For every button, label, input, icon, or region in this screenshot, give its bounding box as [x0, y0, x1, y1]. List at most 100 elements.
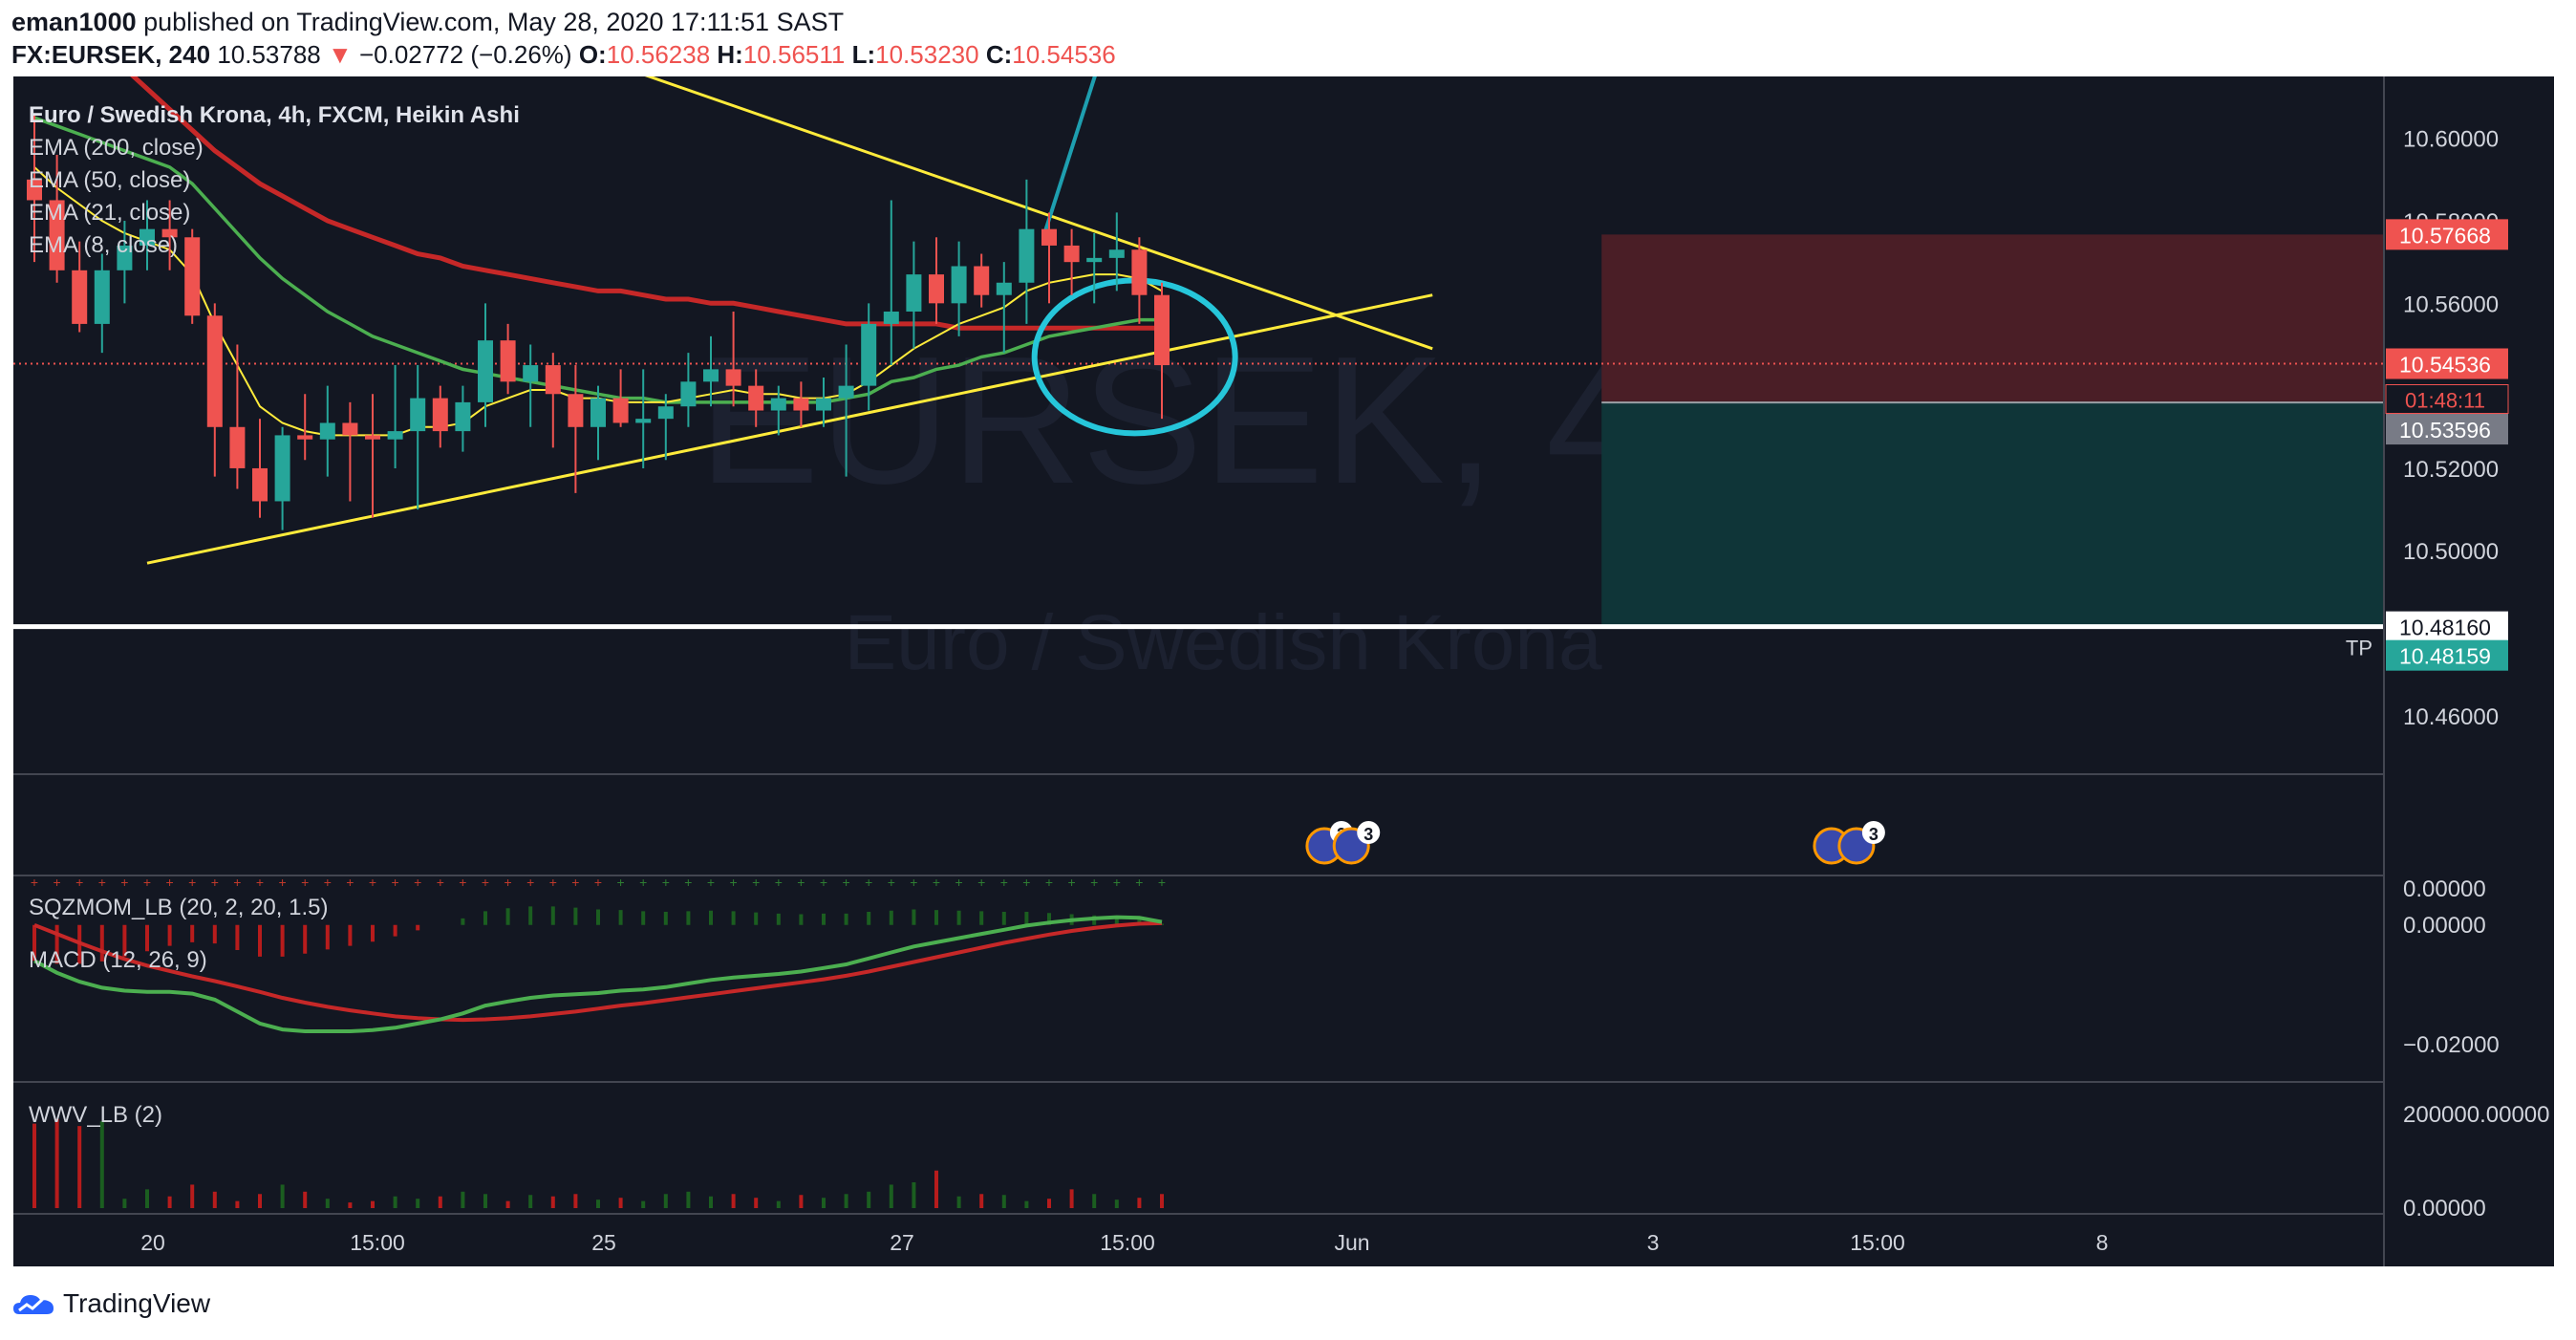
candle-body: [568, 394, 584, 427]
time-tick: 20: [140, 1230, 165, 1255]
candle-body: [229, 426, 246, 468]
sqz-dot: +: [437, 875, 444, 890]
close-label: C:: [985, 40, 1013, 69]
candles-group: [27, 113, 1170, 530]
candle-body: [951, 266, 967, 304]
sqz-dot: +: [211, 875, 219, 890]
ema-200-line: [130, 76, 1162, 331]
macd-line: [33, 915, 1163, 1033]
macd-tick: 0.00000: [2403, 913, 2486, 939]
sqz-dot: +: [526, 875, 534, 890]
sqz-dot: +: [1135, 875, 1143, 890]
candle-body: [49, 200, 65, 270]
sqz-dot: +: [1000, 875, 1008, 890]
open-value: 10.56238: [606, 40, 711, 69]
candle-body: [161, 228, 178, 238]
candle-body: [1154, 294, 1170, 366]
indicator-label: EMA (21, close): [29, 200, 190, 226]
candle-body: [455, 401, 471, 432]
candle-body: [703, 369, 719, 382]
candle-body: [770, 398, 786, 411]
candle-body: [523, 365, 539, 382]
candle-body: [94, 270, 110, 324]
candle-body: [996, 282, 1012, 295]
macd-signal-line: [33, 920, 1163, 1023]
tradingview-logo[interactable]: TradingView: [11, 1288, 210, 1319]
candle-body: [929, 274, 944, 304]
sqz-dot: +: [301, 875, 309, 890]
price-tick: 10.50000: [2403, 539, 2499, 565]
candle-body: [184, 237, 201, 316]
candle-body: [387, 431, 403, 440]
publisher-name[interactable]: eman1000: [11, 8, 137, 36]
projection-line: [1042, 76, 1097, 234]
symbol-name: FX:EURSEK, 240: [11, 40, 211, 69]
bottom-border: [0, 1266, 2576, 1271]
sqz-dot: +: [662, 875, 670, 890]
candle-body: [72, 270, 88, 324]
sqz-dot: +: [843, 875, 850, 890]
tp-label: TP: [2346, 637, 2372, 660]
sqz-dot: +: [707, 875, 715, 890]
stop-loss-zone: [1601, 234, 2384, 403]
publish-header: eman1000 published on TradingView.com, M…: [0, 0, 2576, 76]
event-count: 3: [1869, 825, 1878, 844]
candle-body: [206, 315, 223, 427]
event-count: 3: [1363, 825, 1373, 844]
event-count-badge: [1357, 821, 1381, 844]
sqz-dot: +: [279, 875, 287, 890]
sqz-dot: +: [955, 875, 963, 890]
sqz-dot: +: [459, 875, 466, 890]
candle-body: [342, 422, 358, 436]
sqz-dot: +: [549, 875, 557, 890]
time-tick: 25: [591, 1230, 616, 1255]
candle-body: [861, 323, 877, 386]
candle-body: [432, 398, 448, 432]
sqz-dot: +: [166, 875, 174, 890]
sqz-dot: +: [1045, 875, 1053, 890]
time-tick: 27: [890, 1230, 914, 1255]
price-tick: 10.60000: [2403, 127, 2499, 153]
candle-body: [1086, 257, 1103, 263]
candle-body: [319, 422, 335, 440]
candle-body: [140, 228, 155, 246]
last-price: 10.53788: [217, 40, 321, 69]
sqz-dot: +: [414, 875, 421, 890]
sqz-dot: +: [1022, 875, 1030, 890]
sqz-dot: +: [233, 875, 241, 890]
tradingview-brand: TradingView: [63, 1288, 211, 1318]
candle-body: [27, 179, 42, 201]
wwv-tick: 0.00000: [2403, 1196, 2486, 1221]
candle-body: [410, 398, 426, 432]
macd-label: MACD (12, 26, 9): [29, 947, 207, 973]
candle-body: [1063, 245, 1080, 263]
candle-body: [1131, 249, 1148, 295]
price-label-tp: [2386, 611, 2508, 642]
sqzmom-label: SQZMOM_LB (20, 2, 20, 1.5): [29, 895, 328, 920]
time-tick: 15:00: [1850, 1230, 1905, 1255]
candle-body: [748, 385, 764, 411]
price-label-entry: [2386, 414, 2508, 445]
price-label-stop: [2386, 219, 2508, 250]
candle-body: [635, 419, 652, 423]
time-tick: 15:00: [350, 1230, 405, 1255]
close-value: 10.54536: [1012, 40, 1116, 69]
trendline-0: [146, 293, 1433, 565]
sqz-dot: +: [617, 875, 625, 890]
price-tick: 10.46000: [2403, 704, 2499, 730]
sqz-dot: +: [933, 875, 940, 890]
price-label-text: 10.54536: [2399, 353, 2491, 378]
sqz-dot: +: [188, 875, 196, 890]
sqzmom-tick: 0.00000: [2403, 876, 2486, 902]
right-border: [2554, 76, 2576, 1271]
candle-body: [1108, 249, 1125, 258]
tradingview-cloud-icon: [13, 1295, 54, 1314]
candle-body: [252, 467, 268, 502]
sqz-dot: +: [910, 875, 917, 890]
sqz-dot: +: [120, 875, 128, 890]
down-arrow-icon: ▼: [328, 40, 353, 69]
candle-body: [478, 340, 493, 402]
open-label: O:: [578, 40, 607, 69]
footer: TradingView: [0, 1271, 2576, 1340]
